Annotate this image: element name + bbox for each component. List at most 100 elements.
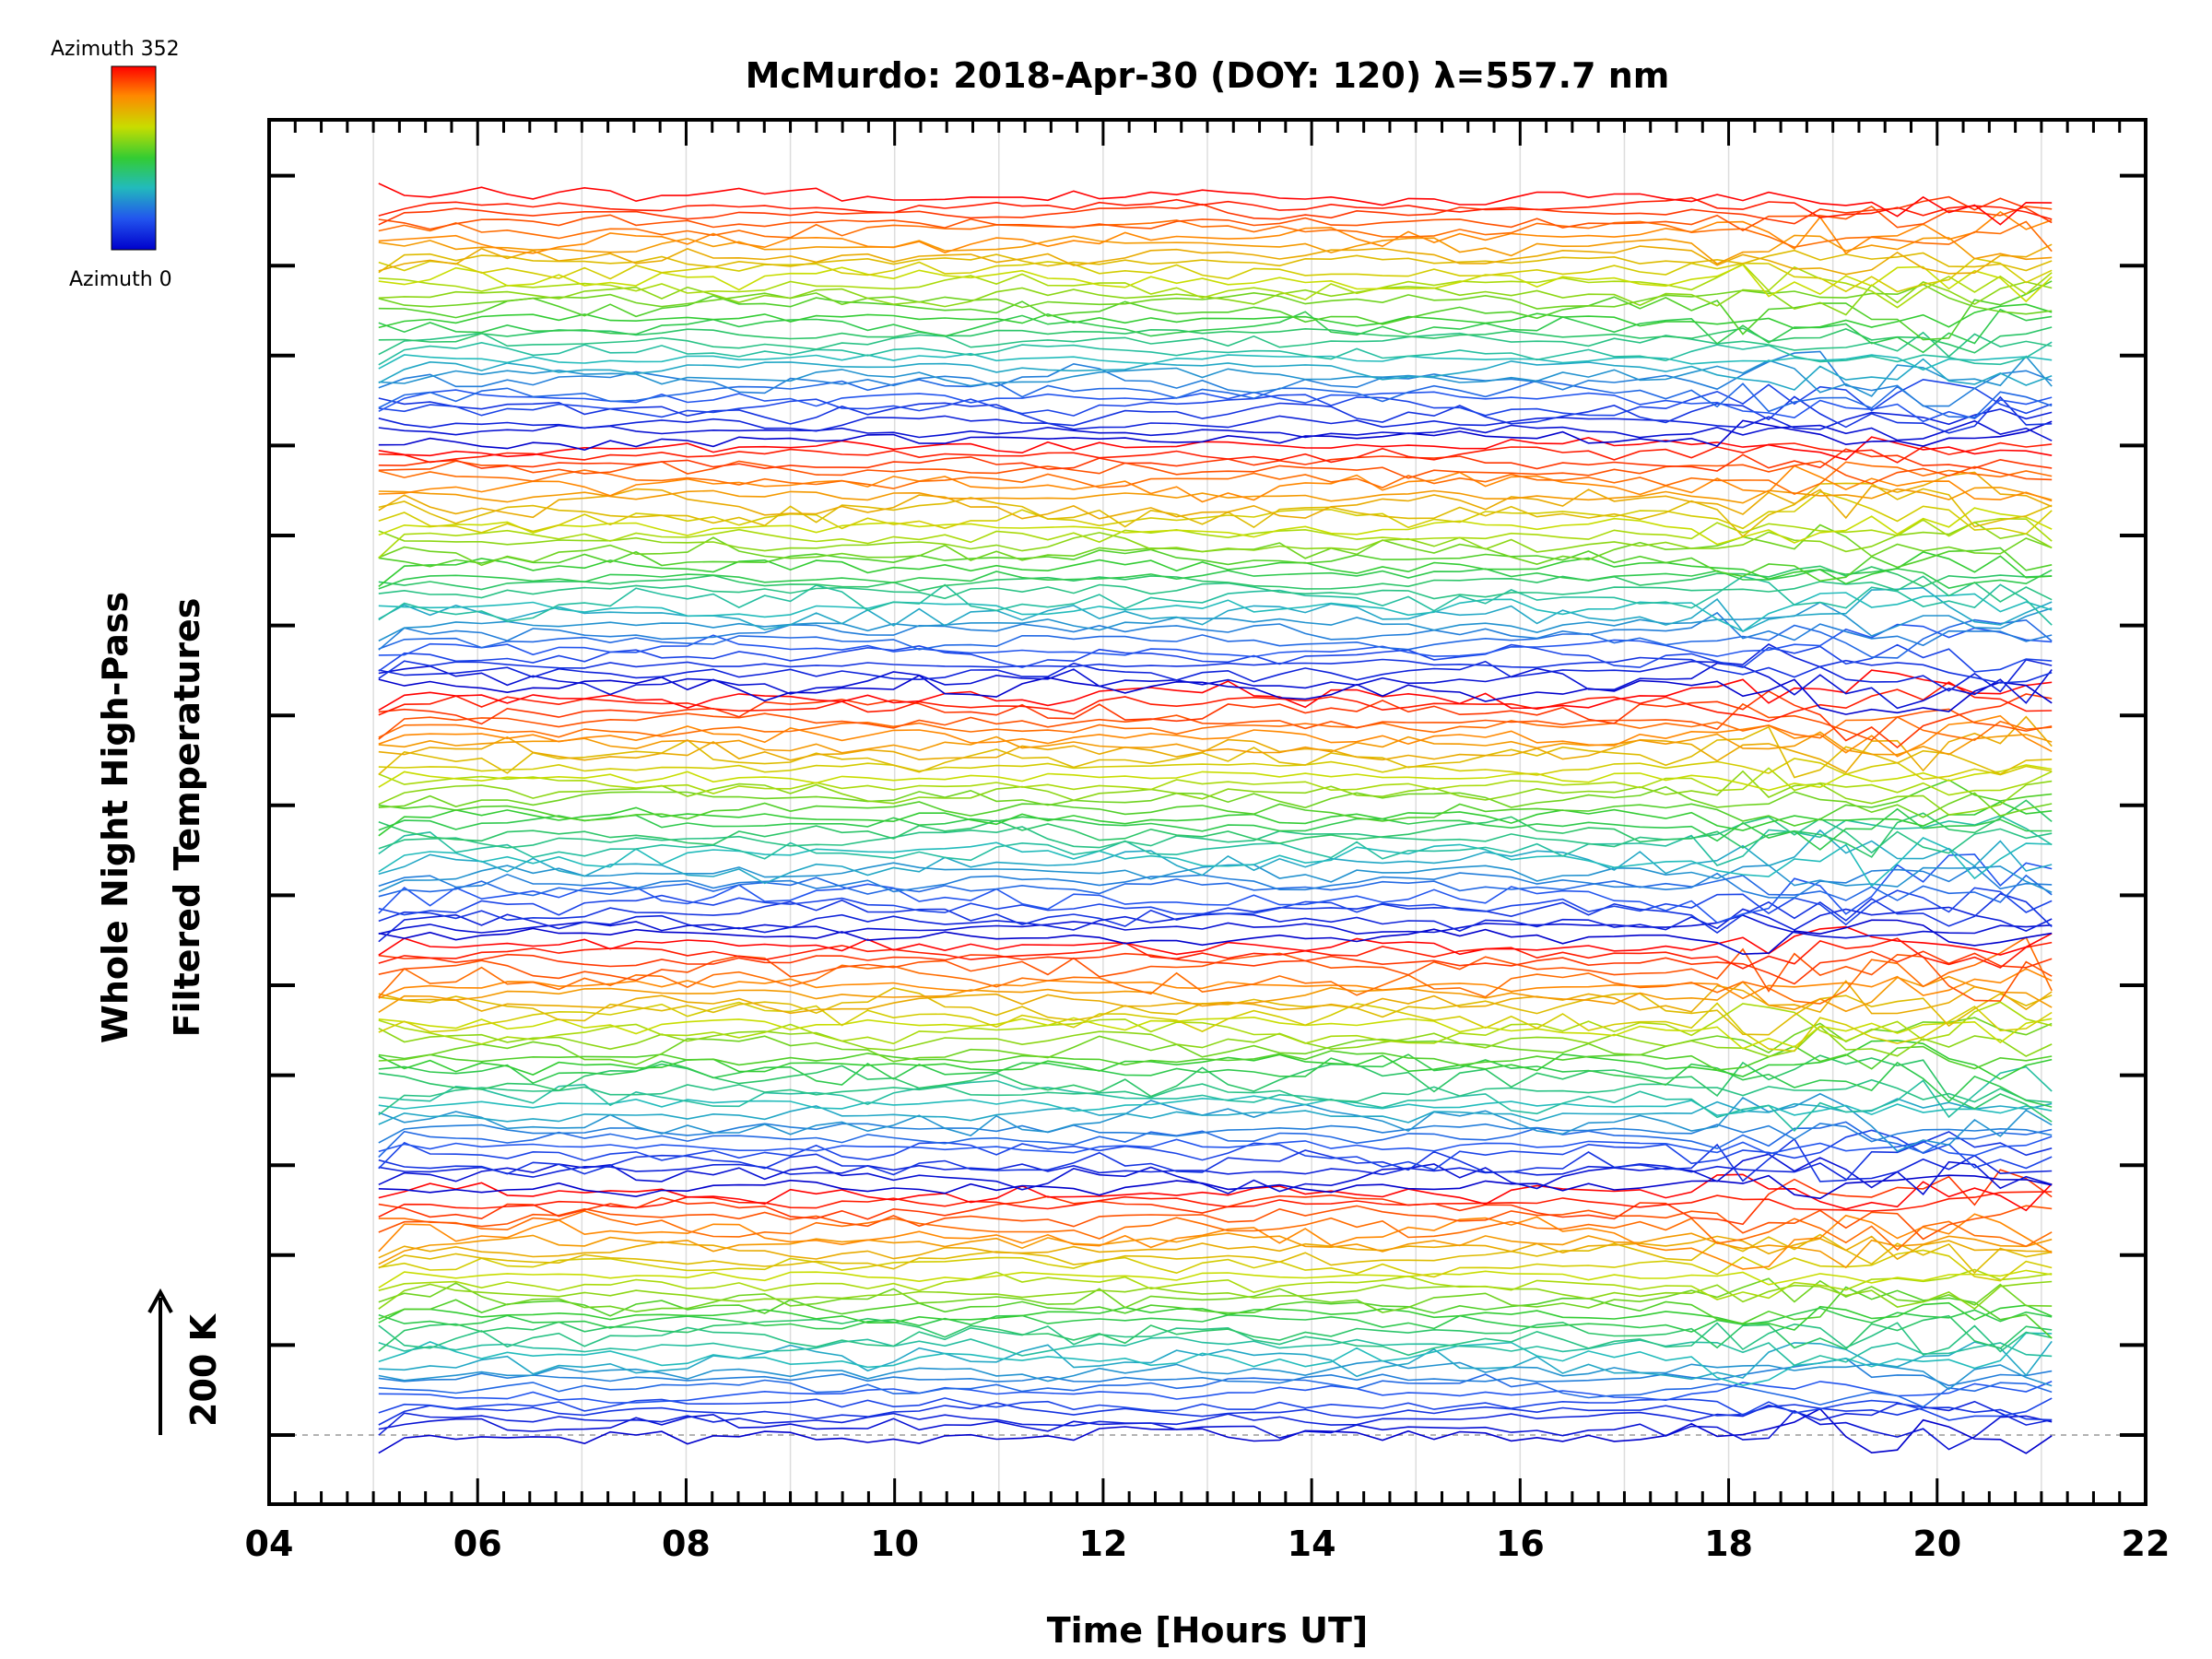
series-line [378, 1359, 2053, 1391]
series-line [378, 865, 2053, 899]
x-axis-label: Time [Hours UT] [1047, 1610, 1369, 1651]
series-line [378, 263, 2053, 309]
series-line [378, 674, 2053, 715]
x-tick-label: 04 [245, 1524, 294, 1564]
series-line [378, 807, 2053, 851]
scale-bar: 200 K [147, 1288, 224, 1435]
series-line [378, 1098, 2053, 1125]
series-line [378, 308, 2053, 354]
series-line [378, 1001, 2053, 1053]
series-line [378, 1249, 2053, 1282]
series-line [378, 249, 2053, 274]
series-line [378, 779, 2053, 827]
x-tick-label: 14 [1288, 1524, 1336, 1564]
series-line [378, 565, 2053, 592]
series-line [378, 980, 2053, 1015]
series-line [378, 892, 2053, 934]
series-line [378, 914, 2053, 939]
series-line [378, 1095, 2053, 1117]
colorbar-top-label: Azimuth 352 [51, 38, 180, 61]
series-line [378, 1210, 2053, 1252]
y-axis-label-line2: Filtered Temperatures [167, 598, 207, 1038]
series-line [378, 758, 2053, 781]
series-line [378, 1332, 2053, 1387]
series-line [378, 1016, 2053, 1050]
series-line [378, 592, 2053, 632]
series-line [378, 919, 2053, 956]
scale-bar-arrowhead [147, 1288, 173, 1313]
series-line [378, 482, 2053, 538]
x-tick-label: 16 [1496, 1524, 1545, 1564]
series-line [378, 689, 2053, 749]
series-line [378, 378, 2053, 418]
series-line [378, 1402, 2053, 1426]
colorbar [111, 65, 157, 251]
series-line [378, 205, 2053, 232]
series-line [378, 764, 2053, 792]
x-tick-label: 12 [1078, 1524, 1127, 1564]
series-line [378, 586, 2053, 633]
series-line [378, 1322, 2053, 1357]
series-line [378, 950, 2053, 985]
series-line [378, 182, 2053, 226]
series-line [378, 280, 2053, 316]
series-line [378, 618, 2053, 659]
series-line [378, 1191, 2053, 1218]
series-line [378, 195, 2053, 226]
series-line [378, 1280, 2053, 1310]
series-line [378, 1154, 2053, 1181]
series-line [378, 925, 2053, 956]
series-line [378, 1205, 2053, 1241]
series-line [378, 837, 2053, 888]
series-line [378, 521, 2053, 553]
series-line [378, 681, 2053, 723]
series-line [378, 1407, 2053, 1454]
series-line [378, 731, 2053, 756]
series-line [378, 331, 2053, 358]
series-line [378, 1373, 2053, 1408]
series-line [378, 1169, 2053, 1226]
series-line [378, 219, 2053, 253]
series-line [378, 716, 2053, 741]
series-line [378, 906, 2053, 943]
series-line [378, 968, 2053, 1000]
series-line [378, 1053, 2053, 1108]
series-line [378, 507, 2053, 546]
x-tick-label: 06 [453, 1524, 502, 1564]
series-line [378, 1358, 2053, 1387]
series-line [378, 352, 2053, 371]
series-line [378, 1268, 2053, 1300]
series-line [378, 975, 2053, 1013]
series-line [378, 799, 2053, 858]
series-line [378, 874, 2053, 903]
series-line [378, 471, 2053, 520]
series-line [378, 234, 2053, 265]
x-tick-label: 18 [1704, 1524, 1753, 1564]
series-line [378, 465, 2053, 503]
series-line [378, 303, 2053, 330]
series-line [378, 785, 2053, 818]
series-line [378, 257, 2053, 293]
series-line [378, 662, 2053, 710]
series-line [378, 1123, 2053, 1144]
series-line [378, 547, 2053, 582]
series-line [378, 196, 2053, 220]
series-line [378, 517, 2053, 559]
series-line [378, 1232, 2053, 1269]
series-line [378, 575, 2053, 626]
series-line [378, 350, 2053, 407]
series-line [378, 1269, 2053, 1288]
series-line [378, 1065, 2053, 1132]
series-line [378, 575, 2053, 603]
series-line [378, 1380, 2053, 1404]
series-line [378, 1314, 2053, 1352]
series-line [378, 487, 2053, 504]
scale-bar-label: 200 K [183, 1312, 224, 1427]
x-tick-label: 20 [1912, 1524, 1961, 1564]
axis-ticks [267, 120, 2147, 1504]
series-line [378, 702, 2053, 741]
x-tick-label: 08 [662, 1524, 711, 1564]
series-line [378, 419, 2053, 441]
series-line [378, 1001, 2053, 1045]
